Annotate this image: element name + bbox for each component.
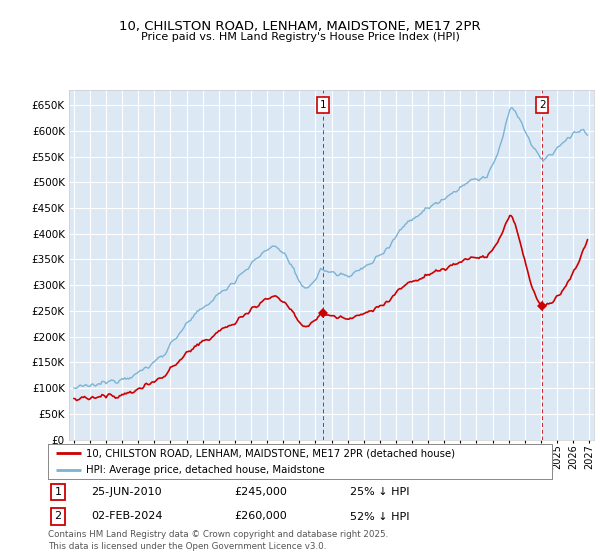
Text: 10, CHILSTON ROAD, LENHAM, MAIDSTONE, ME17 2PR (detached house): 10, CHILSTON ROAD, LENHAM, MAIDSTONE, ME… — [86, 449, 455, 459]
Text: £260,000: £260,000 — [235, 511, 287, 521]
Text: Price paid vs. HM Land Registry's House Price Index (HPI): Price paid vs. HM Land Registry's House … — [140, 32, 460, 42]
Text: 10, CHILSTON ROAD, LENHAM, MAIDSTONE, ME17 2PR: 10, CHILSTON ROAD, LENHAM, MAIDSTONE, ME… — [119, 20, 481, 32]
Text: 25-JUN-2010: 25-JUN-2010 — [91, 487, 161, 497]
Text: 02-FEB-2024: 02-FEB-2024 — [91, 511, 163, 521]
Text: Contains HM Land Registry data © Crown copyright and database right 2025.
This d: Contains HM Land Registry data © Crown c… — [48, 530, 388, 551]
Text: 2: 2 — [55, 511, 62, 521]
Text: 1: 1 — [320, 100, 326, 110]
Text: 25% ↓ HPI: 25% ↓ HPI — [350, 487, 410, 497]
Text: HPI: Average price, detached house, Maidstone: HPI: Average price, detached house, Maid… — [86, 465, 325, 475]
Text: £245,000: £245,000 — [235, 487, 287, 497]
Text: 1: 1 — [55, 487, 62, 497]
Text: 2: 2 — [539, 100, 545, 110]
Text: 52% ↓ HPI: 52% ↓ HPI — [350, 511, 410, 521]
